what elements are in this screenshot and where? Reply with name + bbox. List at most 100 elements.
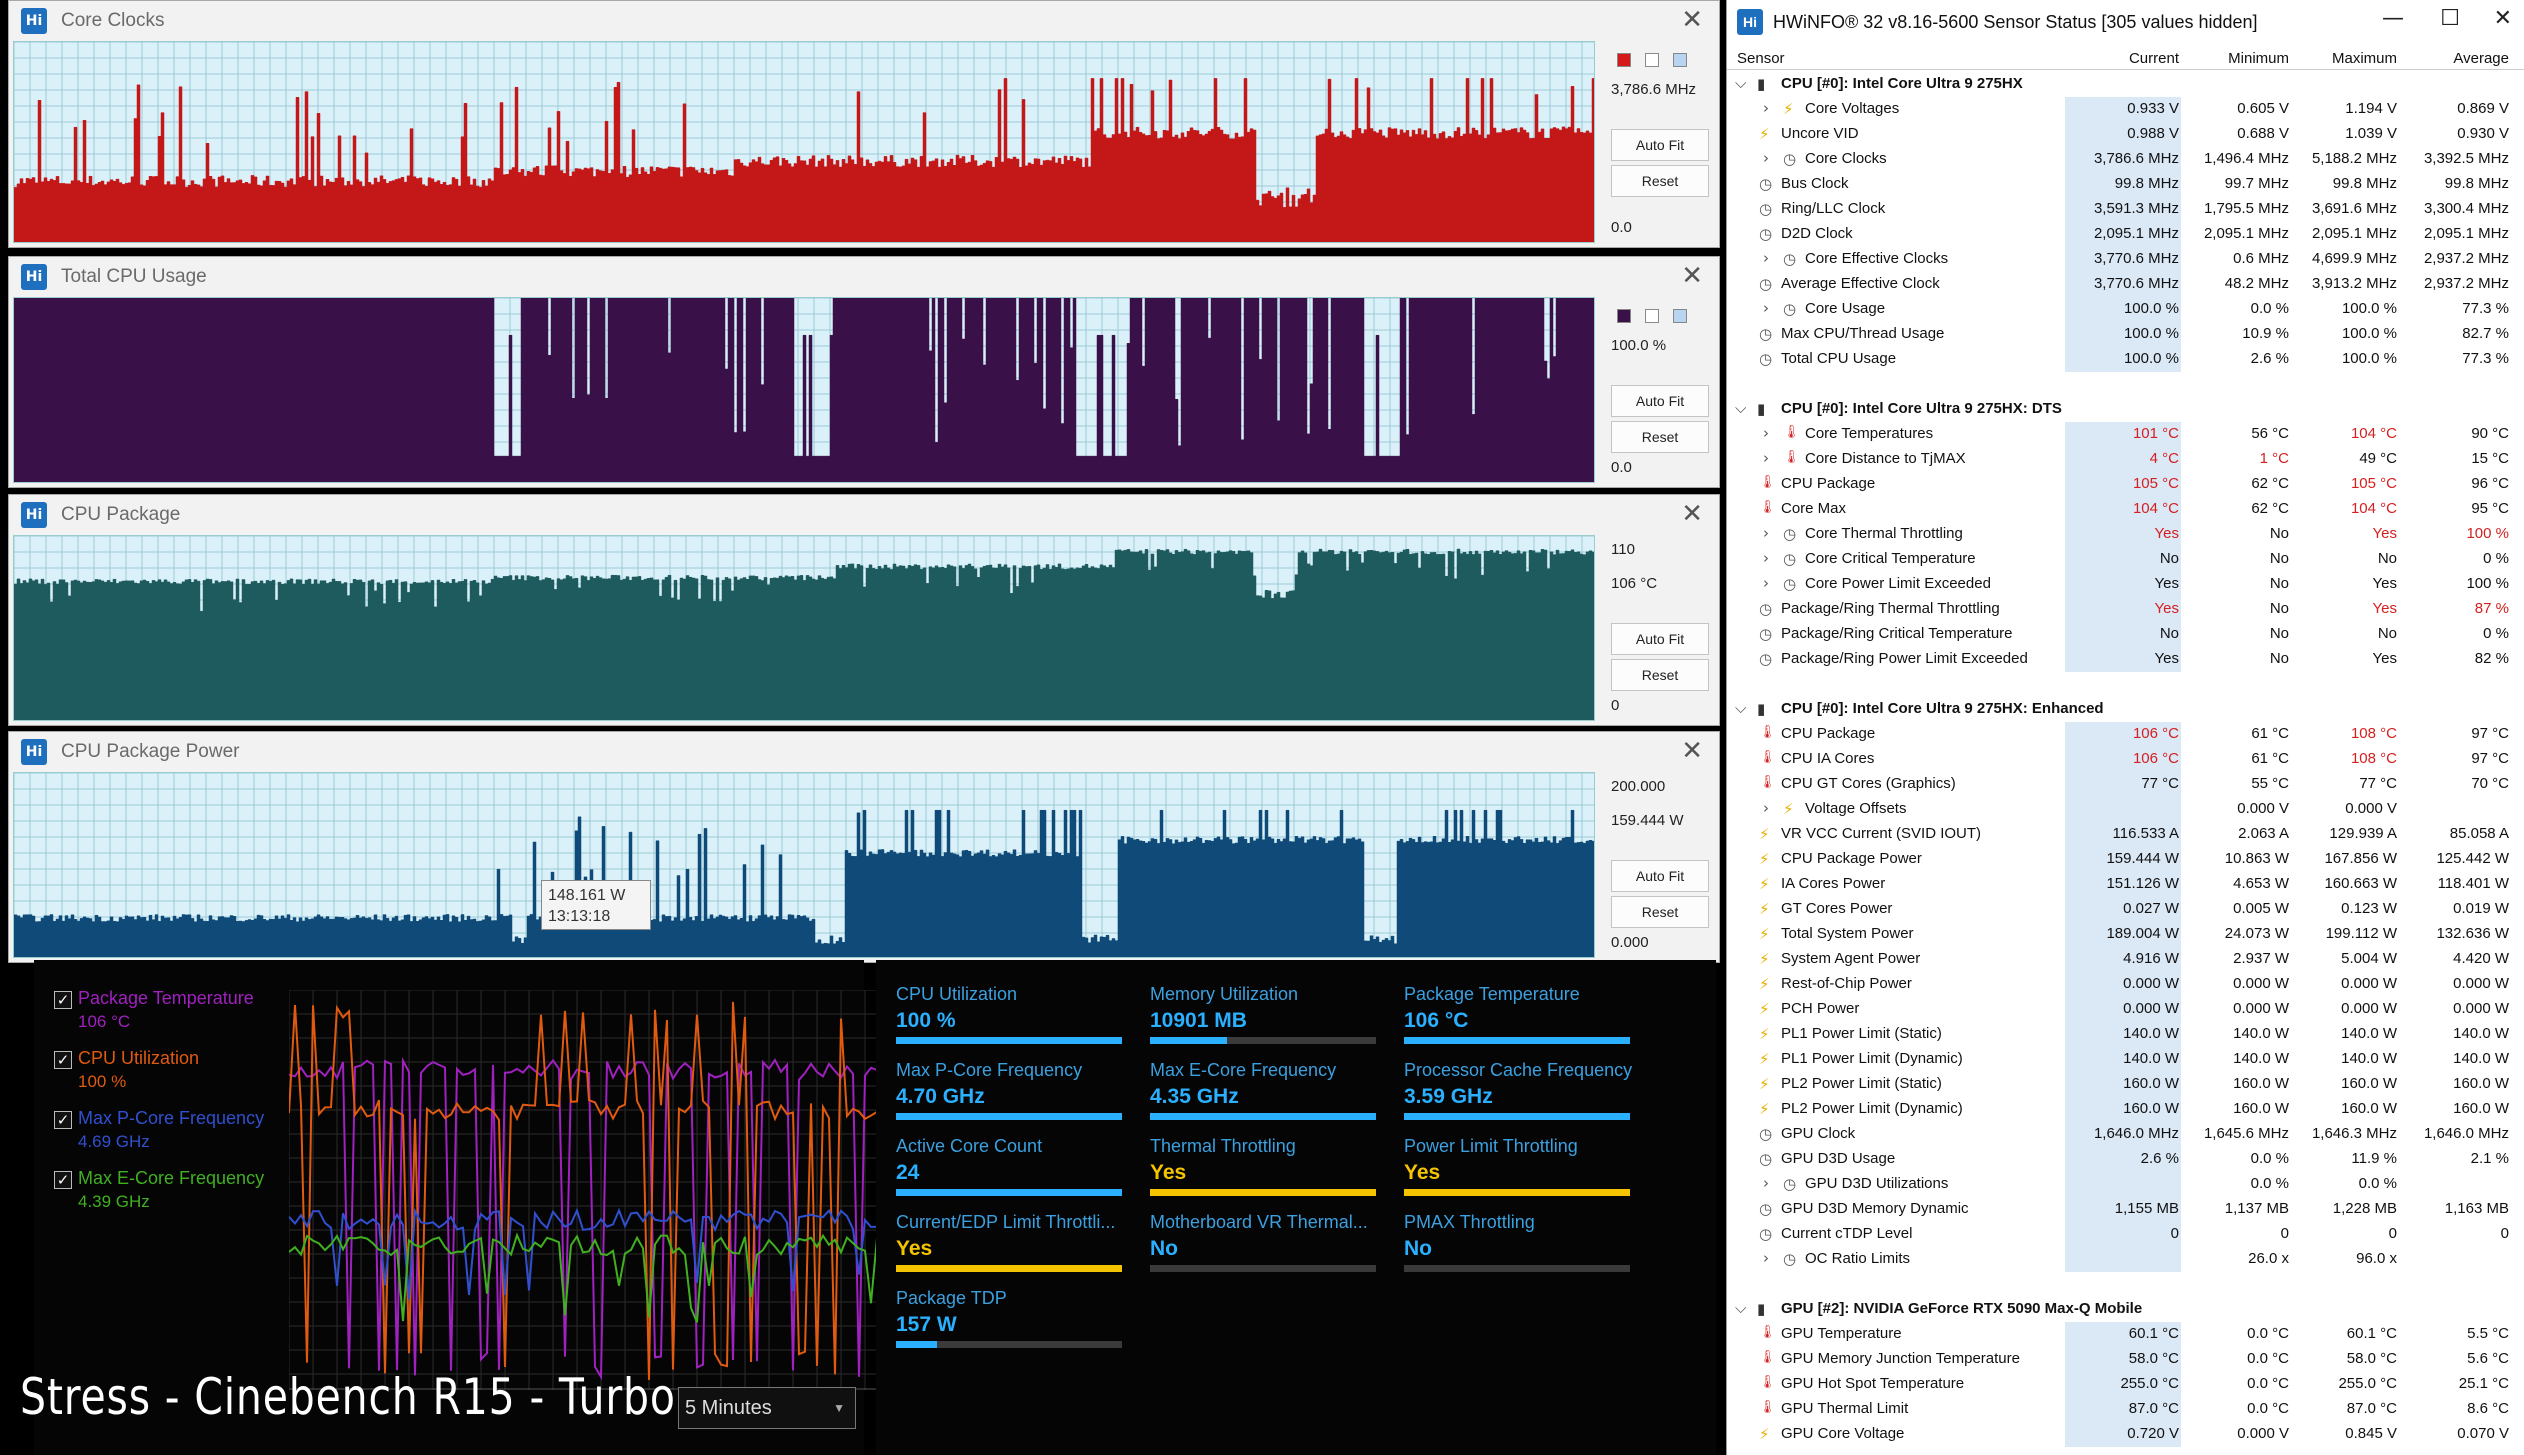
auto-fit-button[interactable]: Auto Fit (1611, 385, 1709, 417)
sensor-row[interactable]: 🌡 Core Max 104 °C 62 °C 104 °C 95 °C (1727, 497, 2524, 522)
sensor-row[interactable]: ◷ Package/Ring Power Limit Exceeded Yes No Y… (1727, 647, 2524, 672)
expand-chevron-icon[interactable]: › (1763, 549, 1769, 567)
sensor-row[interactable]: ◷ Max CPU/Thread Usage 100.0 % 10.9 % 100.0 … (1727, 322, 2524, 347)
expand-chevron-icon[interactable]: › (1763, 574, 1769, 592)
close-icon[interactable]: ✕ (1681, 499, 1703, 529)
col-sensor[interactable]: Sensor (1737, 50, 1785, 67)
graph-color-swatch[interactable] (1645, 53, 1659, 67)
collapse-chevron-icon[interactable]: ⌵ (1735, 74, 1747, 92)
legend-checkbox[interactable]: ✓ (54, 1171, 72, 1189)
expand-chevron-icon[interactable]: › (1763, 449, 1769, 467)
sensor-row[interactable]: › ◷ GPU D3D Utilizations 0.0 % 0.0 % (1727, 1172, 2524, 1197)
sensor-row[interactable]: ⚡ System Agent Power 4.916 W 2.937 W 5.004 W… (1727, 947, 2524, 972)
sensor-row[interactable]: ⚡ GT Cores Power 0.027 W 0.005 W 0.123 W 0.01… (1727, 897, 2524, 922)
legend-checkbox[interactable]: ✓ (54, 1051, 72, 1069)
sensor-row[interactable]: ◷ Ring/LLC Clock 3,591.3 MHz 1,795.5 MHz 3,6… (1727, 197, 2524, 222)
sensor-row[interactable]: › ⚡ Voltage Offsets 0.000 V 0.000 V (1727, 797, 2524, 822)
expand-chevron-icon[interactable]: › (1763, 524, 1769, 542)
graph-color-swatch[interactable] (1617, 53, 1631, 67)
sensor-row[interactable]: 🌡 GPU Temperature 60.1 °C 0.0 °C 60.1 °C 5.5 … (1727, 1322, 2524, 1347)
sensor-row[interactable]: ⚡ Rest-of-Chip Power 0.000 W 0.000 W 0.000 W… (1727, 972, 2524, 997)
sensor-row[interactable]: ⚡ Total System Power 189.004 W 24.073 W 199.… (1727, 922, 2524, 947)
sensor-row[interactable]: ⚡ IA Cores Power 151.126 W 4.653 W 160.663 W… (1727, 872, 2524, 897)
legend-checkbox[interactable]: ✓ (54, 991, 72, 1009)
close-icon[interactable]: ✕ (1681, 736, 1703, 766)
sensor-row[interactable]: › ⚡ Core Voltages 0.933 V 0.605 V 1.194 V 0.86… (1727, 97, 2524, 122)
sensor-row[interactable]: ⚡ CPU Package Power 159.444 W 10.863 W 167.8… (1727, 847, 2524, 872)
sensor-row[interactable]: ◷ GPU D3D Usage 2.6 % 0.0 % 11.9 % 2.1 % (1727, 1147, 2524, 1172)
col-current[interactable]: Current (2128, 50, 2179, 67)
sensor-row[interactable]: ⚡ PL1 Power Limit (Dynamic) 140.0 W 140.0 W… (1727, 1047, 2524, 1072)
expand-chevron-icon[interactable]: › (1763, 249, 1769, 267)
auto-fit-button[interactable]: Auto Fit (1611, 623, 1709, 655)
graph-color-swatch[interactable] (1645, 309, 1659, 323)
sensor-row[interactable]: › ◷ Core Thermal Throttling Yes No Yes 100 % (1727, 522, 2524, 547)
expand-chevron-icon[interactable]: › (1763, 299, 1769, 317)
sensor-row[interactable]: 🌡 CPU GT Cores (Graphics) 77 °C 55 °C 77 °C 7… (1727, 772, 2524, 797)
sensor-row[interactable]: 🌡 GPU Hot Spot Temperature 255.0 °C 0.0 °C 2… (1727, 1372, 2524, 1397)
sensor-row[interactable]: ◷ Package/Ring Critical Temperature No No No… (1727, 622, 2524, 647)
collapse-chevron-icon[interactable]: ⌵ (1735, 699, 1747, 717)
sensor-row[interactable]: ◷ Total CPU Usage 100.0 % 2.6 % 100.0 % 77.3 … (1727, 347, 2524, 372)
sensor-row[interactable]: › ◷ Core Power Limit Exceeded Yes No Yes 100 % (1727, 572, 2524, 597)
close-icon[interactable]: ✕ (2493, 6, 2512, 31)
close-icon[interactable]: ✕ (1681, 261, 1703, 291)
expand-chevron-icon[interactable]: › (1763, 424, 1769, 442)
sensor-row[interactable]: ⚡ PL2 Power Limit (Dynamic) 160.0 W 160.0 W… (1727, 1097, 2524, 1122)
sensor-row[interactable]: 🌡 CPU Package 105 °C 62 °C 105 °C 96 °C (1727, 472, 2524, 497)
expand-chevron-icon[interactable]: › (1763, 799, 1769, 817)
col-average[interactable]: Average (2453, 50, 2509, 67)
reset-button[interactable]: Reset (1611, 421, 1709, 453)
col-maximum[interactable]: Maximum (2331, 50, 2397, 67)
sensor-group-header[interactable]: ⌵ ▮ GPU [#2]: NVIDIA GeForce RTX 5090 Max-… (1727, 1297, 2524, 1322)
reset-button[interactable]: Reset (1611, 896, 1709, 928)
minimize-icon[interactable]: — (2382, 6, 2404, 31)
sensor-row[interactable]: ⚡ PCH Power 0.000 W 0.000 W 0.000 W 0.000 W (1727, 997, 2524, 1022)
sensor-group-header[interactable]: ⌵ ▮ CPU [#0]: Intel Core Ultra 9 275HX: En… (1727, 697, 2524, 722)
graph-color-swatch[interactable] (1617, 309, 1631, 323)
expand-chevron-icon[interactable]: › (1763, 1174, 1769, 1192)
graph-color-swatch[interactable] (1673, 309, 1687, 323)
col-minimum[interactable]: Minimum (2228, 50, 2289, 67)
sensor-row[interactable]: ◷ GPU D3D Memory Dynamic 1,155 MB 1,137 MB 1… (1727, 1197, 2524, 1222)
expand-chevron-icon[interactable]: › (1763, 99, 1769, 117)
sensor-row[interactable]: › ◷ Core Usage 100.0 % 0.0 % 100.0 % 77.3 % (1727, 297, 2524, 322)
close-icon[interactable]: ✕ (1681, 5, 1703, 35)
auto-fit-button[interactable]: Auto Fit (1611, 860, 1709, 892)
sensor-row[interactable]: 🌡 GPU Thermal Limit 87.0 °C 0.0 °C 87.0 °C 8.… (1727, 1397, 2524, 1422)
sensor-row[interactable]: ⚡ Uncore VID 0.988 V 0.688 V 1.039 V 0.930 V (1727, 122, 2524, 147)
sensor-row[interactable]: ◷ GPU Clock 1,646.0 MHz 1,645.6 MHz 1,646.3 … (1727, 1122, 2524, 1147)
expand-chevron-icon[interactable]: › (1763, 149, 1769, 167)
current-cell-bg (2065, 1047, 2181, 1072)
sensor-row[interactable]: › ◷ Core Critical Temperature No No No 0 % (1727, 547, 2524, 572)
sensor-row[interactable]: ⚡ GPU Core Voltage 0.720 V 0.000 V 0.845 V 0.… (1727, 1422, 2524, 1447)
sensor-row[interactable]: ◷ Package/Ring Thermal Throttling Yes No Yes… (1727, 597, 2524, 622)
reset-button[interactable]: Reset (1611, 659, 1709, 691)
legend-checkbox[interactable]: ✓ (54, 1111, 72, 1129)
sensor-row[interactable]: 🌡 CPU IA Cores 106 °C 61 °C 108 °C 97 °C (1727, 747, 2524, 772)
sensor-row[interactable]: › ◷ Core Clocks 3,786.6 MHz 1,496.4 MHz 5,188… (1727, 147, 2524, 172)
expand-chevron-icon[interactable]: › (1763, 1249, 1769, 1267)
maximize-icon[interactable]: ☐ (2440, 6, 2460, 31)
sensor-row[interactable]: › 🌡 Core Distance to TjMAX 4 °C 1 °C 49 °C 15 … (1727, 447, 2524, 472)
auto-fit-button[interactable]: Auto Fit (1611, 129, 1709, 161)
sensor-row[interactable]: ⚡ PL1 Power Limit (Static) 140.0 W 140.0 W 1… (1727, 1022, 2524, 1047)
time-range-select[interactable]: 5 Minutes ▼ (678, 1387, 856, 1429)
sensor-group-header[interactable]: ⌵ ▮ CPU [#0]: Intel Core Ultra 9 275HX: DT… (1727, 397, 2524, 422)
sensor-row[interactable]: ⚡ PL2 Power Limit (Static) 160.0 W 160.0 W 1… (1727, 1072, 2524, 1097)
sensor-row[interactable]: ◷ D2D Clock 2,095.1 MHz 2,095.1 MHz 2,095.1 … (1727, 222, 2524, 247)
collapse-chevron-icon[interactable]: ⌵ (1735, 399, 1747, 417)
sensor-row[interactable]: ◷ Average Effective Clock 3,770.6 MHz 48.2 … (1727, 272, 2524, 297)
collapse-chevron-icon[interactable]: ⌵ (1735, 1299, 1747, 1317)
graph-color-swatch[interactable] (1673, 53, 1687, 67)
sensor-row[interactable]: › 🌡 Core Temperatures 101 °C 56 °C 104 °C 90 °… (1727, 422, 2524, 447)
sensor-row[interactable]: ◷ Bus Clock 99.8 MHz 99.7 MHz 99.8 MHz 99.8 M… (1727, 172, 2524, 197)
sensor-row[interactable]: ◷ Current cTDP Level 0 0 0 0 (1727, 1222, 2524, 1247)
sensor-group-header[interactable]: ⌵ ▮ CPU [#0]: Intel Core Ultra 9 275HX (1727, 72, 2524, 97)
sensor-row[interactable]: 🌡 GPU Memory Junction Temperature 58.0 °C 0… (1727, 1347, 2524, 1372)
reset-button[interactable]: Reset (1611, 165, 1709, 197)
sensor-row[interactable]: 🌡 CPU Package 106 °C 61 °C 108 °C 97 °C (1727, 722, 2524, 747)
sensor-row[interactable]: › ◷ Core Effective Clocks 3,770.6 MHz 0.6 MH… (1727, 247, 2524, 272)
sensor-row[interactable]: ⚡ VR VCC Current (SVID IOUT) 116.533 A 2.06… (1727, 822, 2524, 847)
sensor-row[interactable]: › ◷ OC Ratio Limits 26.0 x 96.0 x (1727, 1247, 2524, 1272)
